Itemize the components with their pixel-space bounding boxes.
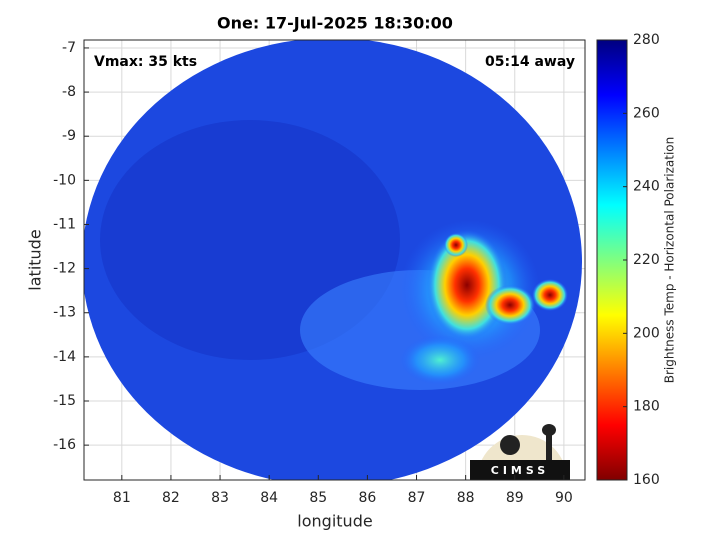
y-tick-label: -10 (53, 172, 76, 188)
logo-text: CIMSS (491, 464, 549, 477)
y-tick-label: -9 (62, 128, 76, 144)
colorbar-tick-label: 200 (633, 325, 660, 341)
x-tick-label: 90 (555, 490, 573, 506)
y-tick-label: -13 (53, 305, 76, 321)
y-tick-label: -14 (53, 349, 76, 365)
y-tick-label: -16 (53, 437, 76, 453)
x-tick-label: 83 (211, 490, 229, 506)
y-tick-label: -8 (62, 84, 76, 100)
y-tick-label: -7 (62, 40, 76, 56)
colorbar-tick-label: 160 (633, 472, 660, 488)
x-tick-label: 84 (260, 490, 278, 506)
x-axis-label: longitude (297, 512, 372, 531)
image-swath (84, 40, 582, 480)
x-tick-label: 89 (506, 490, 524, 506)
colorbar-tick-label: 280 (633, 32, 660, 48)
colorbar-tick-label: 220 (633, 252, 660, 268)
colorbar-tick-label: 180 (633, 399, 660, 415)
y-axis-label: latitude (26, 229, 45, 290)
x-tick-label: 81 (113, 490, 131, 506)
colorbar-label: Brightness Temp - Horizontal Polarizatio… (663, 137, 677, 384)
x-tick-label: 82 (162, 490, 180, 506)
annotation: Vmax: 35 kts (94, 54, 197, 70)
plot-frame (83, 39, 586, 481)
x-tick-label: 88 (457, 490, 475, 506)
colorbar-tick-label: 260 (633, 105, 660, 121)
colorbar (596, 39, 628, 481)
colorbar-tick-label: 240 (633, 179, 660, 195)
y-tick-label: -15 (53, 393, 76, 409)
logo: CIMSS (470, 424, 570, 480)
x-tick-label: 86 (358, 490, 376, 506)
x-tick-label: 85 (309, 490, 327, 506)
y-tick-label: -12 (53, 261, 76, 277)
chart-title: One: 17-Jul-2025 18:30:00 (217, 14, 453, 33)
annotation: 05:14 away (485, 54, 575, 70)
y-tick-label: -11 (53, 216, 76, 232)
x-tick-label: 87 (408, 490, 426, 506)
